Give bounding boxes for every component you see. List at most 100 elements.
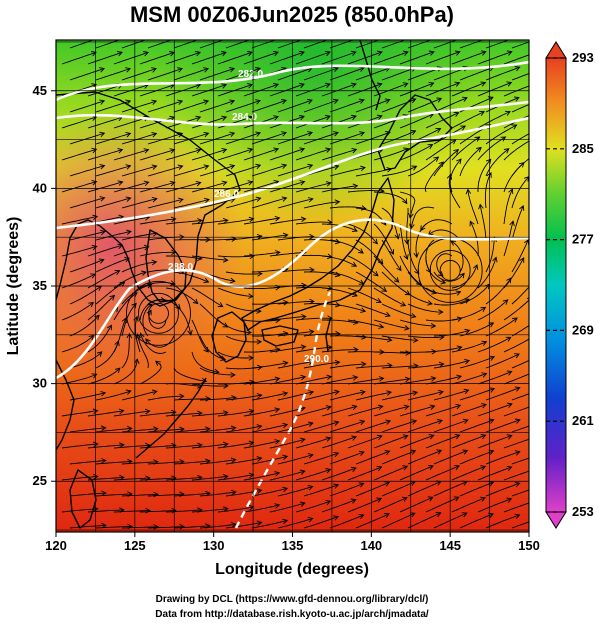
streamline-arrowhead — [505, 336, 512, 342]
streamline-arrowhead — [333, 451, 340, 458]
streamline-arrowhead — [479, 110, 485, 117]
streamline-arrowhead — [376, 50, 383, 56]
streamline-arrowhead — [394, 233, 401, 240]
streamline — [87, 244, 123, 257]
streamline — [95, 165, 131, 177]
streamline-arrowhead — [361, 334, 367, 340]
streamline — [295, 51, 331, 65]
streamline-arrowhead — [273, 83, 279, 89]
streamline — [191, 84, 227, 97]
streamline — [95, 427, 132, 433]
streamline-arrowhead — [125, 99, 132, 105]
streamline-arrowhead — [151, 196, 158, 203]
streamline — [243, 83, 279, 97]
streamline — [477, 403, 513, 417]
streamline-arrowhead — [282, 40, 284, 41]
streamline — [69, 392, 106, 401]
streamline-arrowhead — [195, 148, 202, 154]
streamline — [69, 285, 102, 305]
streamline — [269, 376, 306, 385]
isotherm-label-286: 286.0 — [214, 189, 239, 200]
streamline — [165, 182, 201, 193]
streamline — [295, 437, 331, 449]
streamline — [459, 419, 494, 433]
streamline-arrowhead — [247, 115, 254, 121]
x-tick-label: 145 — [439, 538, 461, 553]
streamline-arrowhead — [124, 256, 131, 263]
streamline — [303, 67, 339, 81]
streamline-arrowhead — [249, 253, 255, 260]
streamline — [277, 236, 314, 241]
streamline — [329, 363, 366, 369]
streamline — [511, 325, 529, 337]
streamline-arrowhead — [403, 404, 410, 411]
map-title: MSM 00Z06Jun2025 (850.0hPa) — [130, 2, 454, 27]
streamline — [399, 319, 436, 327]
streamline-arrowhead — [197, 410, 203, 417]
streamline-arrowhead — [429, 404, 436, 410]
streamline-arrowhead — [203, 99, 210, 105]
coastline-izu-islands — [325, 319, 331, 353]
streamline-arrowhead — [145, 338, 151, 344]
streamline — [173, 68, 209, 81]
streamline — [136, 334, 149, 369]
x-axis-label: Longitude (degrees) — [215, 561, 369, 578]
streamline — [503, 54, 529, 65]
streamline — [373, 255, 400, 283]
streamline-arrowhead — [386, 40, 388, 41]
streamline-arrowhead — [230, 457, 237, 463]
streamline — [139, 509, 177, 513]
streamline — [139, 218, 176, 225]
streamline-arrowhead — [410, 449, 417, 455]
streamline-arrowhead — [299, 82, 305, 89]
streamline — [355, 335, 392, 341]
streamline — [355, 131, 391, 145]
streamline-arrowhead — [533, 499, 538, 504]
streamline-arrowhead — [352, 375, 359, 381]
streamline-arrowhead — [384, 513, 390, 519]
streamline — [199, 427, 236, 433]
streamline — [113, 510, 151, 513]
streamline — [87, 149, 123, 161]
streamline — [251, 424, 288, 433]
streamline-arrowhead — [282, 454, 289, 461]
streamline — [269, 502, 306, 513]
y-tick-label: 25 — [33, 473, 47, 488]
streamline-arrowhead — [404, 325, 410, 331]
streamline-arrowhead — [307, 485, 314, 491]
streamline-arrowhead — [333, 164, 340, 170]
streamline-arrowhead — [463, 35, 468, 40]
streamline-arrowhead — [203, 164, 210, 170]
streamline-arrowhead — [480, 496, 486, 502]
streamline-arrowhead — [386, 390, 393, 396]
streamline — [225, 197, 261, 209]
y-tick-label: 45 — [33, 83, 47, 98]
streamline — [165, 412, 202, 417]
streamline-arrowhead — [402, 198, 408, 205]
streamline — [436, 253, 453, 277]
streamline — [217, 148, 253, 161]
streamline — [347, 377, 384, 385]
streamline-arrowhead — [229, 131, 236, 138]
streamline-arrowhead — [229, 67, 235, 73]
streamline — [467, 189, 479, 225]
coastline-shikoku — [261, 325, 299, 347]
streamline-arrowhead — [489, 387, 496, 393]
streamline — [321, 376, 358, 385]
streamline-arrowhead — [378, 323, 385, 329]
streamline-arrowhead — [205, 426, 211, 432]
streamline — [477, 159, 492, 192]
streamline — [485, 353, 520, 369]
streamline-arrowhead — [299, 469, 306, 475]
streamline — [165, 51, 201, 65]
streamline-arrowhead — [333, 515, 339, 521]
streamline-arrowhead — [486, 172, 492, 178]
streamline — [87, 410, 124, 417]
streamline — [355, 239, 384, 265]
streamline-arrowhead — [256, 40, 258, 41]
streamline — [448, 174, 461, 209]
x-tick-label: 130 — [203, 538, 225, 553]
streamline — [295, 376, 332, 385]
streamline-arrowhead — [350, 466, 357, 473]
streamline-arrowhead — [453, 148, 460, 155]
